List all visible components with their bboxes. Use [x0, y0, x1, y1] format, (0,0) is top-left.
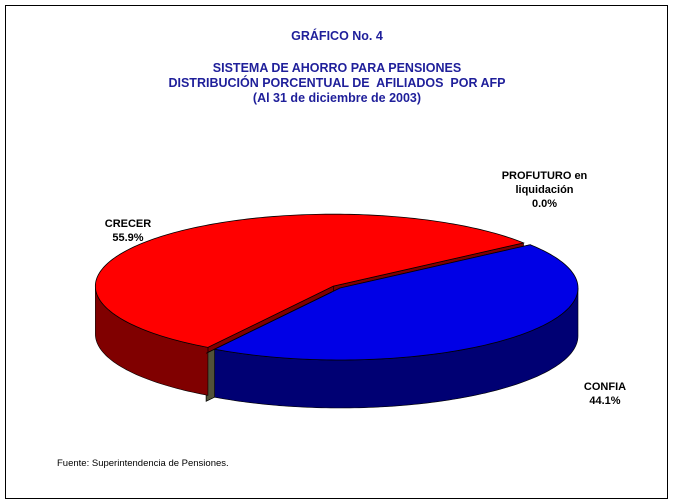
- chart-subtitle: DISTRIBUCIÓN PORCENTUAL DE AFILIADOS POR…: [168, 75, 505, 90]
- slice-value-label: 44.1%: [589, 395, 621, 407]
- chart-subtitle: (Al 31 de diciembre de 2003): [253, 91, 421, 105]
- slice-label: CRECER 55.9%: [78, 217, 178, 245]
- slice: [205, 291, 332, 354]
- slice-value-label: 55.9%: [112, 232, 144, 244]
- slice: [94, 213, 525, 348]
- slice-label: CONFIA 44.1%: [560, 380, 650, 408]
- pie-tops: [94, 213, 579, 361]
- slice-name-label: CONFIA: [583, 381, 627, 393]
- slice-label: PROFUTURO en liquidación 0.0%: [497, 169, 592, 211]
- chart-title: GRÁFICO No. 4: [291, 28, 383, 43]
- source-note: Fuente: Superintendencia de Pensiones.: [57, 458, 229, 469]
- slice-name-label: CRECER: [104, 218, 152, 230]
- slice-name-label: PROFUTURO en liquidación: [501, 170, 588, 196]
- chart-subtitle: SISTEMA DE AHORRO PARA PENSIONES: [213, 61, 461, 75]
- slice: [213, 244, 579, 361]
- slice-value-label: 0.0%: [531, 198, 558, 210]
